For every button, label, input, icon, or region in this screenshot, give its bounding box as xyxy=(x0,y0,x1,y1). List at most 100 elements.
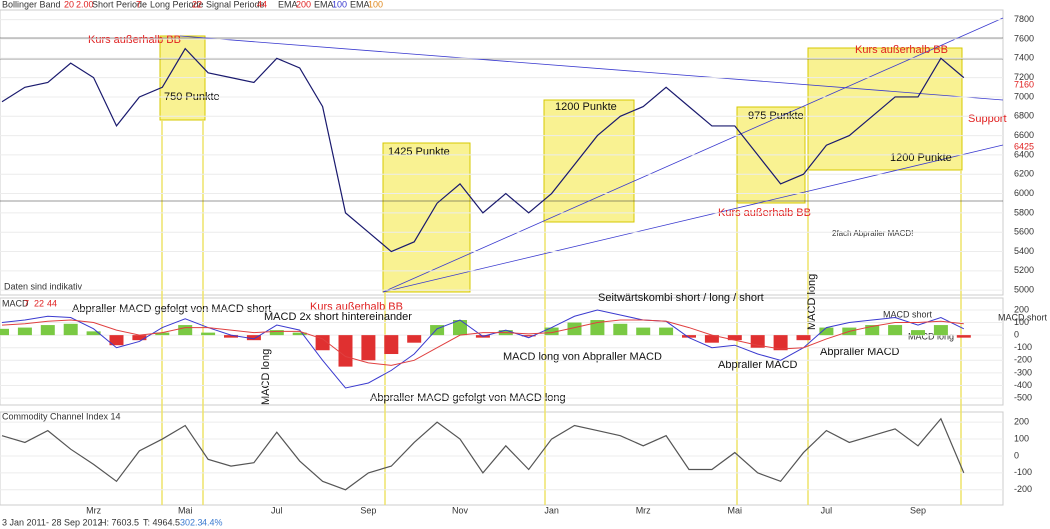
header: Bollinger Band 20 2.00 Short Periode 7 L… xyxy=(2,0,383,9)
bar xyxy=(201,332,216,336)
annotation: MACD short xyxy=(883,309,933,319)
y-tick-label: 0 xyxy=(1014,450,1019,460)
y-tick-label: -300 xyxy=(1014,367,1032,377)
series-line xyxy=(1,417,965,491)
bar xyxy=(613,323,628,336)
bar xyxy=(544,327,559,336)
bar xyxy=(933,325,948,336)
x-tick-label: Jul xyxy=(271,505,283,515)
box xyxy=(382,142,471,293)
y-tick-label: 7400 xyxy=(1014,53,1034,63)
annotation: MACD 2x short hintereinander xyxy=(264,311,412,323)
bar xyxy=(659,327,674,336)
annotation: Kurs außerhalb BB xyxy=(855,44,948,56)
series-line xyxy=(1,47,965,253)
annotation: MACD short xyxy=(998,312,1048,322)
y-tick-label: 200 xyxy=(1014,304,1029,314)
bar xyxy=(407,335,422,343)
panel-param: 44 xyxy=(47,298,57,308)
footer-date: - 28 Sep 2012 xyxy=(46,517,103,527)
bar xyxy=(682,335,696,338)
footer-change: 302.3 xyxy=(180,517,203,527)
panel-title: Commodity Channel Index 14 xyxy=(2,411,121,421)
header-value: 20 xyxy=(64,0,74,9)
annotation: MACD long von Abpraller MACD xyxy=(503,351,662,363)
cci-panel xyxy=(0,411,1004,506)
bar xyxy=(567,322,582,336)
bar xyxy=(636,327,651,336)
annotation: 1200 Punkte xyxy=(555,101,617,113)
header-label: Long Periode xyxy=(150,0,204,9)
header-label: EMA xyxy=(350,0,370,9)
y-tick-label: 5000 xyxy=(1014,285,1034,295)
annotation: Seitwärtskombi short / long / short xyxy=(598,292,764,304)
bar xyxy=(224,335,238,338)
bar xyxy=(178,325,193,336)
y-tick-label: 200 xyxy=(1014,417,1029,427)
bar xyxy=(86,331,101,336)
y-tick-label: 6400 xyxy=(1014,149,1034,159)
annotation: MACD long xyxy=(908,331,954,341)
header-value: 22 xyxy=(192,0,202,9)
header-label: EMA xyxy=(278,0,298,9)
box xyxy=(807,47,963,171)
bar xyxy=(796,335,811,341)
bar xyxy=(956,335,971,338)
footer-high: H: 7603.5 xyxy=(100,517,139,527)
bar xyxy=(430,325,445,336)
bar xyxy=(361,335,376,361)
annotation: Kurs außerhalb BB xyxy=(310,301,403,313)
annotation: 1200 Punkte xyxy=(890,152,952,164)
bar xyxy=(888,325,903,336)
bar xyxy=(384,335,399,355)
y-tick-label: 6600 xyxy=(1014,130,1034,140)
annotation: 2fach Abpraller MACD! xyxy=(832,229,913,238)
y-tick-label: 5800 xyxy=(1014,207,1034,217)
panel-param: 22 xyxy=(34,298,44,308)
footer-pct: 4.4% xyxy=(202,517,223,527)
y-tick-label: -400 xyxy=(1014,380,1032,390)
bar xyxy=(0,328,9,336)
y-tick-label: 5400 xyxy=(1014,246,1034,256)
y-tick-label: -100 xyxy=(1014,342,1032,352)
footer-low: T: 4964.5 xyxy=(143,517,180,527)
footer-date: 3 Jan 2011 xyxy=(2,517,46,527)
indicator-line xyxy=(1,319,964,366)
bar xyxy=(155,332,170,336)
bar xyxy=(521,335,536,337)
bar xyxy=(338,335,353,367)
annotation: MACD long xyxy=(806,274,818,330)
annotation: 7160 xyxy=(1014,79,1034,89)
y-tick-label: 6800 xyxy=(1014,111,1034,121)
bar xyxy=(132,335,147,341)
box xyxy=(543,99,635,223)
panel-param: 7 xyxy=(24,298,29,308)
y-tick-label: -500 xyxy=(1014,392,1032,402)
header-label: Short Periode xyxy=(92,0,147,9)
bar xyxy=(727,335,742,341)
y-tick-label: 6200 xyxy=(1014,169,1034,179)
y-tick-label: -100 xyxy=(1014,467,1032,477)
x-tick-label: Mai xyxy=(728,505,743,515)
bar xyxy=(63,323,78,336)
x-tick-label: Mrz xyxy=(86,505,101,515)
bar xyxy=(40,325,55,336)
header-value: 44 xyxy=(257,0,267,9)
bar xyxy=(704,335,719,343)
header-label: Bollinger Band xyxy=(2,0,61,9)
y-tick-label: 100 xyxy=(1014,433,1029,443)
bar xyxy=(865,325,880,336)
highlight-boxes xyxy=(0,17,1004,505)
panel-title: MACD xyxy=(2,298,29,308)
annotation: 1425 Punkte xyxy=(388,146,450,158)
price-panel xyxy=(0,9,1004,296)
annotation: Abpraller MACD xyxy=(820,346,900,358)
panel-note: Daten sind indikativ xyxy=(4,281,83,291)
annotation: Abpraller MACD xyxy=(718,359,798,371)
annotation: Support xyxy=(968,113,1007,125)
x-tick-label: Mrz xyxy=(636,505,651,515)
bar xyxy=(819,327,834,336)
header-value: 2.00 xyxy=(76,0,94,9)
x-tick-label: Sep xyxy=(910,505,926,515)
